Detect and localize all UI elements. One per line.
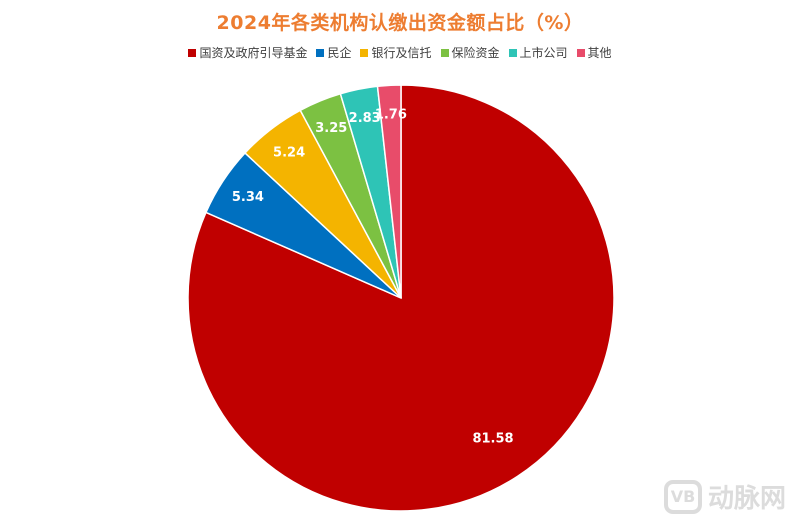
legend-item: 民企: [316, 44, 351, 61]
legend-label: 保险资金: [451, 46, 500, 60]
slice-value-label: 3.25: [315, 121, 347, 136]
legend-swatch: [360, 48, 369, 57]
legend-label: 民企: [327, 46, 352, 60]
legend-swatch: [440, 48, 449, 57]
slice-value-label: 5.24: [273, 145, 305, 160]
slice-value-label: 2.83: [349, 111, 381, 126]
legend-swatch: [576, 48, 585, 57]
legend-item: 银行及信托: [360, 44, 432, 61]
legend-swatch: [508, 48, 517, 57]
legend-item: 上市公司: [508, 44, 568, 61]
legend-label: 上市公司: [519, 46, 568, 60]
pie-slice: [376, 84, 402, 299]
brand-name: 动脉网: [707, 484, 786, 514]
slice-value-label: 81.58: [472, 431, 513, 446]
legend-item: 保险资金: [440, 44, 500, 61]
chart-legend: 国资及政府引导基金 民企 银行及信托 保险资金 上市公司 其他: [0, 44, 800, 61]
legend-label: 银行及信托: [371, 46, 432, 60]
legend-item: 其他: [576, 44, 612, 61]
legend-swatch: [316, 48, 325, 57]
legend-swatch: [188, 48, 197, 57]
slice-value-label: 5.34: [232, 190, 264, 205]
brand-logo-icon: VB: [663, 479, 702, 514]
watermark: VB 动脉网: [663, 478, 786, 515]
legend-label: 其他: [587, 46, 612, 60]
slice-value-label: 1.76: [375, 108, 407, 123]
chart-title: 2024年各类机构认缴出资金额占比（%）: [216, 12, 584, 34]
legend-item: 国资及政府引导基金: [188, 44, 307, 61]
legend-label: 国资及政府引导基金: [199, 46, 308, 60]
